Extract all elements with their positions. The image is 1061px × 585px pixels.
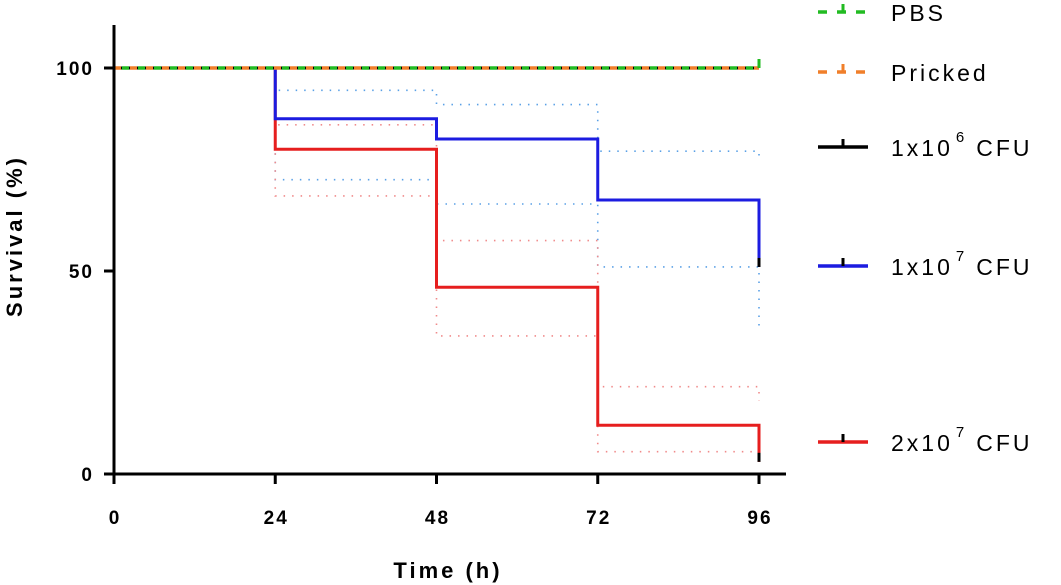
legend-label-cfu1e6: 1x10 6 CFU (891, 129, 1033, 161)
legend-label-cfu1e7: 1x10 7 CFU (891, 248, 1033, 280)
x-tick-label: 0 (109, 508, 122, 529)
series-line-cfu1e7 (114, 66, 761, 267)
legend-label-pricked: Pricked (891, 60, 989, 86)
x-tick-label: 96 (747, 508, 772, 529)
axes: 0 24 48 72 96 0 50 100 (56, 25, 786, 529)
ci-upper-cfu1e7 (114, 67, 760, 158)
legend-label-pbs: PBS (891, 0, 946, 26)
x-tick-label: 72 (586, 508, 611, 529)
confidence-bands (114, 67, 760, 466)
x-axis-title: Time (h) (393, 558, 502, 583)
x-tick-label: 48 (425, 508, 450, 529)
series-lines (114, 59, 761, 462)
x-tick-label: 24 (264, 508, 289, 529)
legend-label-cfu2e7: 2x10 7 CFU (891, 424, 1033, 456)
y-tick-label: 100 (56, 59, 94, 80)
y-tick-label: 0 (81, 465, 94, 486)
legend: PBS Pricked 1x10 6 CFU 1x10 7 CFU 2x10 7 CFU (818, 0, 1033, 456)
y-tick-label: 50 (69, 262, 94, 283)
ci-upper-cfu2e7 (114, 67, 760, 401)
y-axis-title: Survival (%) (2, 155, 27, 317)
